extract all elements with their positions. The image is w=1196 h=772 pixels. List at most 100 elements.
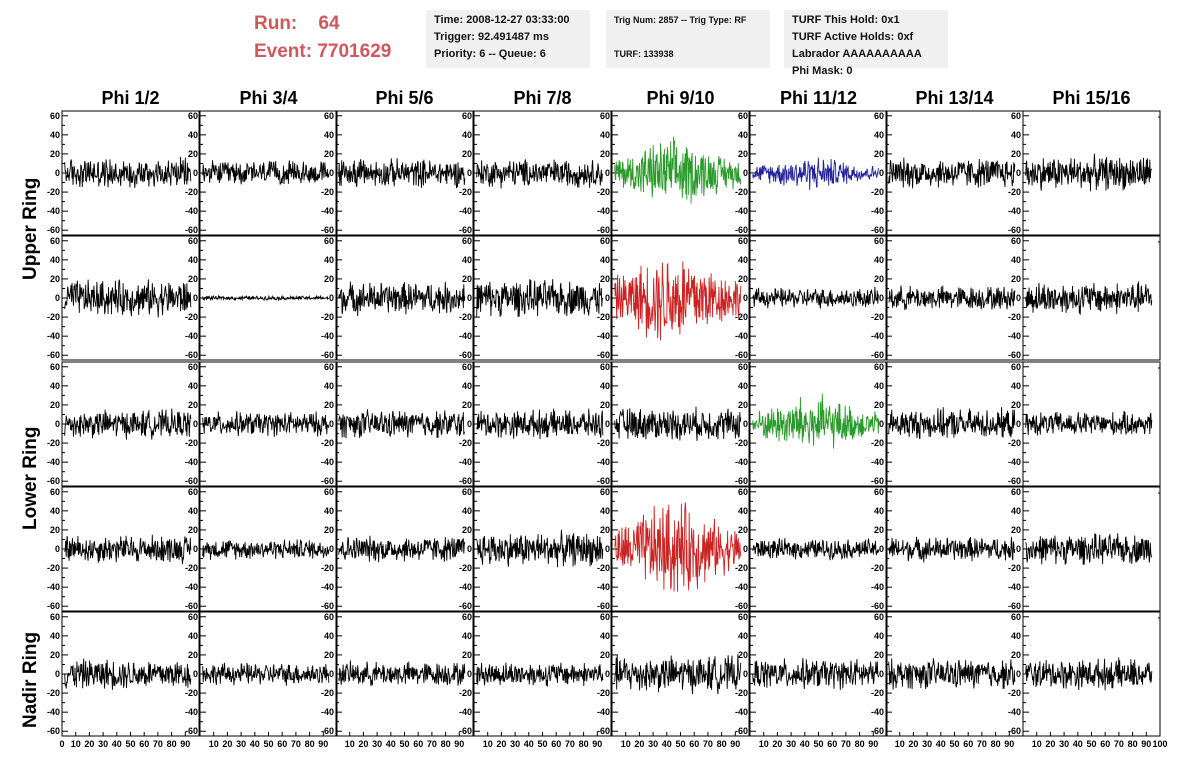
- x-tick-label: 30: [922, 739, 932, 749]
- y-tick-label: -20: [735, 688, 748, 698]
- y-tick-label: -40: [735, 331, 748, 341]
- y-tick-label: 40: [874, 381, 884, 391]
- x-tick-label: 80: [305, 739, 315, 749]
- y-tick-label: -60: [47, 350, 60, 360]
- waveform-r5-c4: [476, 662, 604, 687]
- y-tick-label: 60: [874, 487, 884, 497]
- y-tick-label: 20: [1011, 274, 1021, 284]
- x-tick-label: 60: [1100, 739, 1110, 749]
- x-tick-label: 20: [908, 739, 918, 749]
- y-tick-label: 20: [50, 400, 60, 410]
- y-tick-label: 0: [1016, 544, 1021, 554]
- y-tick-label: 40: [600, 381, 610, 391]
- y-tick-label: 20: [738, 149, 748, 159]
- waveform-r2-c5: [614, 261, 742, 341]
- y-tick-label: 40: [600, 255, 610, 265]
- y-tick-label: -40: [1008, 331, 1021, 341]
- waveform-r2-c1: [64, 279, 192, 318]
- x-tick-label: 90: [868, 739, 878, 749]
- phi-mask-text: Phi Mask: 0: [792, 65, 853, 77]
- y-tick-label: -60: [47, 601, 60, 611]
- y-tick-label: 0: [879, 168, 884, 178]
- x-tick-label: 10: [895, 739, 905, 749]
- y-tick-label: -60: [185, 601, 198, 611]
- y-tick-label: 60: [738, 612, 748, 622]
- x-tick-label: 50: [949, 739, 959, 749]
- x-tick-label: 30: [786, 739, 796, 749]
- y-tick-label: -60: [871, 726, 884, 736]
- y-tick-label: -40: [185, 206, 198, 216]
- y-tick-label: -20: [459, 187, 472, 197]
- y-tick-label: 20: [324, 400, 334, 410]
- y-tick-label: 60: [462, 612, 472, 622]
- y-tick-label: -20: [1008, 563, 1021, 573]
- y-tick-label: 0: [743, 544, 748, 554]
- y-tick-label: 40: [600, 631, 610, 641]
- y-tick-label: 60: [462, 236, 472, 246]
- y-tick-label: 40: [462, 255, 472, 265]
- y-tick-label: -60: [459, 726, 472, 736]
- waveform-r5-c5: [614, 653, 742, 695]
- y-tick-label: 20: [600, 149, 610, 159]
- x-tick-label: 30: [236, 739, 246, 749]
- y-tick-label: 40: [324, 631, 334, 641]
- y-tick-label: 60: [874, 111, 884, 121]
- y-tick-label: 60: [462, 111, 472, 121]
- y-tick-label: -40: [321, 582, 334, 592]
- y-tick-label: -40: [47, 206, 60, 216]
- x-tick-label: 10: [209, 739, 219, 749]
- y-tick-label: -20: [185, 187, 198, 197]
- y-tick-label: -60: [1008, 601, 1021, 611]
- x-tick-label: 50: [813, 739, 823, 749]
- y-tick-label: 0: [55, 293, 60, 303]
- x-tick-label: 10: [71, 739, 81, 749]
- y-tick-label: 0: [329, 669, 334, 679]
- y-tick-label: -60: [1008, 476, 1021, 486]
- y-tick-label: 40: [50, 506, 60, 516]
- x-tick-label: 70: [153, 739, 163, 749]
- y-tick-label: 0: [193, 293, 198, 303]
- y-tick-label: -40: [735, 457, 748, 467]
- y-tick-label: 0: [55, 168, 60, 178]
- run-value: 64: [318, 13, 340, 34]
- y-tick-label: 0: [743, 293, 748, 303]
- y-tick-label: -40: [871, 582, 884, 592]
- y-tick-label: 20: [462, 274, 472, 284]
- y-tick-label: -60: [597, 601, 610, 611]
- y-tick-label: -60: [871, 601, 884, 611]
- trig-info-box: Trig Num: 2857 -- Trig Type: RF TURF: 13…: [606, 10, 770, 68]
- x-tick-label: 60: [963, 739, 973, 749]
- y-tick-label: -20: [735, 312, 748, 322]
- y-tick-label: -20: [871, 187, 884, 197]
- waveform-r3-c8: [1025, 410, 1153, 436]
- x-tick-label: 50: [1086, 739, 1096, 749]
- y-tick-label: -20: [459, 312, 472, 322]
- y-tick-label: -40: [47, 582, 60, 592]
- x-tick-label: 40: [1073, 739, 1083, 749]
- y-tick-label: -40: [185, 582, 198, 592]
- x-tick-label: 10: [759, 739, 769, 749]
- x-tick-label: 60: [827, 739, 837, 749]
- waveform-r5-c8: [1025, 657, 1153, 691]
- y-tick-label: -40: [459, 582, 472, 592]
- y-tick-label: -60: [735, 726, 748, 736]
- y-tick-label: -60: [735, 601, 748, 611]
- x-tick-label: 40: [524, 739, 534, 749]
- y-tick-label: 0: [605, 669, 610, 679]
- y-tick-label: -20: [1008, 312, 1021, 322]
- waveform-r3-c5: [614, 406, 742, 441]
- y-tick-label: -20: [321, 312, 334, 322]
- y-tick-label: 0: [55, 669, 60, 679]
- y-tick-label: 0: [467, 544, 472, 554]
- x-tick-label: 40: [250, 739, 260, 749]
- y-tick-label: 20: [324, 525, 334, 535]
- x-tick-label: 90: [592, 739, 602, 749]
- x-tick-label: 50: [537, 739, 547, 749]
- waveform-r3-c4: [476, 408, 604, 440]
- y-tick-label: 40: [50, 631, 60, 641]
- y-tick-label: -60: [185, 726, 198, 736]
- y-tick-label: 20: [874, 525, 884, 535]
- y-tick-label: -20: [735, 438, 748, 448]
- y-tick-label: -40: [321, 457, 334, 467]
- y-tick-label: -20: [1008, 438, 1021, 448]
